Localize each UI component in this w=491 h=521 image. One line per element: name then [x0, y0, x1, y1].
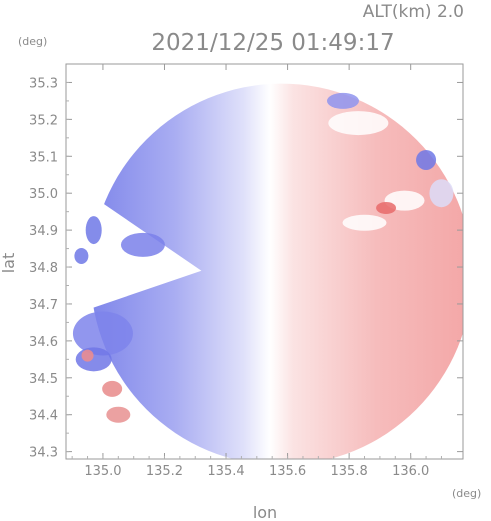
- y-tick-label: 35.1: [29, 150, 58, 165]
- x-unit-label: (deg): [452, 487, 481, 500]
- y-tick-label: 35.0: [29, 187, 58, 202]
- y-axis-ticks: 34.3 34.4 34.5 34.6 34.7 34.8 34.9 35.0 35.1 35.2…: [29, 76, 463, 461]
- echo-patch: [75, 347, 112, 372]
- echo-patch: [72, 311, 133, 356]
- plot-frame: [65, 63, 464, 460]
- echo-patch: [102, 380, 123, 397]
- radar-echo-region: [90, 83, 463, 459]
- y-tick-label: 34.8: [29, 261, 58, 276]
- altitude-label: ALT(km) 2.0: [363, 2, 464, 22]
- x-tick-label: 135.6: [269, 464, 306, 479]
- y-tick-label: 35.2: [29, 113, 58, 128]
- y-tick-label: 35.3: [29, 76, 58, 91]
- echo-patch: [429, 179, 454, 208]
- y-tick-label: 34.3: [29, 446, 58, 461]
- echo-patch: [85, 216, 102, 245]
- timestamp-title: 2021/12/25 01:49:17: [151, 30, 394, 56]
- x-tick-label: 136.0: [392, 464, 429, 479]
- y-unit-label: (deg): [18, 35, 47, 48]
- y-axis-label: lat: [0, 253, 18, 274]
- echo-patch: [120, 232, 165, 257]
- x-tick-label: 135.8: [331, 464, 368, 479]
- y-tick-label: 34.7: [29, 298, 58, 313]
- echo-patch: [342, 214, 387, 231]
- echo-patch: [328, 111, 389, 136]
- x-axis-ticks: 135.0 135.2 135.4 135.6 135.8 136.0: [71, 64, 442, 479]
- x-tick-label: 135.0: [84, 464, 121, 479]
- y-tick-label: 34.9: [29, 224, 58, 239]
- y-tick-label: 34.5: [29, 372, 58, 387]
- echo-patch: [326, 92, 359, 109]
- y-tick-label: 34.4: [29, 409, 58, 424]
- echo-patch: [416, 149, 437, 170]
- echo-patch: [376, 201, 397, 214]
- echo-patch: [81, 349, 94, 362]
- echo-patches: [72, 92, 454, 423]
- x-axis-label: lon: [253, 503, 277, 521]
- y-tick-label: 34.6: [29, 335, 58, 350]
- x-tick-label: 135.2: [146, 464, 183, 479]
- echo-patch: [74, 247, 89, 264]
- plot-area: [66, 83, 463, 459]
- echo-patch: [106, 406, 131, 423]
- x-tick-label: 135.4: [207, 464, 244, 479]
